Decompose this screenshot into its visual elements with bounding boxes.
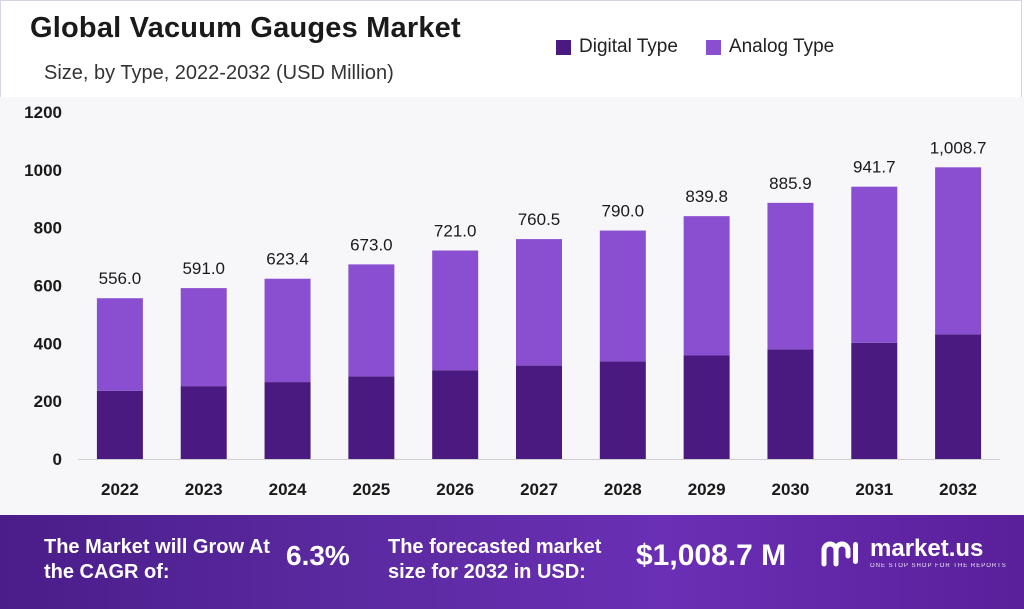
brand-name: market.us bbox=[870, 535, 984, 562]
x-tick-label: 2030 bbox=[772, 480, 810, 499]
bar-analog bbox=[851, 186, 898, 343]
bar-analog bbox=[516, 239, 562, 366]
bar-analog bbox=[767, 202, 814, 350]
chart-subtitle: Size, by Type, 2022-2032 (USD Million) bbox=[44, 62, 394, 84]
legend-item-analog: Analog Type bbox=[705, 36, 835, 58]
bar-total-label: 721.0 bbox=[434, 222, 477, 241]
bar-analog bbox=[348, 264, 395, 377]
x-tick-label: 2023 bbox=[185, 480, 223, 499]
bar-analog bbox=[683, 216, 730, 356]
bar-digital bbox=[348, 376, 395, 459]
forecast-value: $1,008.7 M bbox=[636, 539, 787, 572]
x-tick-label: 2027 bbox=[520, 480, 558, 499]
bar-analog bbox=[180, 288, 227, 387]
bar-total-label: 760.5 bbox=[518, 210, 561, 229]
market-us-logo-icon bbox=[821, 541, 858, 567]
bar-digital bbox=[264, 382, 311, 459]
bar-digital bbox=[599, 361, 646, 459]
y-tick-label: 1200 bbox=[24, 103, 62, 122]
forecast-label: The forecasted market size for 2032 in U… bbox=[388, 536, 602, 583]
x-tick-label: 2026 bbox=[436, 480, 474, 499]
y-tick-label: 200 bbox=[34, 392, 62, 411]
x-tick-label: 2025 bbox=[352, 480, 390, 499]
legend-label-analog: Analog Type bbox=[728, 36, 835, 57]
x-tick-label: 2031 bbox=[855, 480, 893, 499]
bar-analog bbox=[599, 230, 646, 362]
y-tick-label: 800 bbox=[34, 219, 62, 238]
bar-digital bbox=[96, 390, 143, 459]
y-tick-label: 600 bbox=[34, 277, 62, 296]
x-tick-label: 2029 bbox=[688, 480, 726, 499]
bar-digital bbox=[935, 334, 982, 459]
bar-total-label: 673.0 bbox=[350, 235, 393, 254]
bar-analog bbox=[264, 278, 311, 383]
x-tick-label: 2024 bbox=[269, 480, 307, 499]
brand-text: market.us ONE STOP SHOP FOR THE REPORTS bbox=[870, 535, 1007, 570]
bar-total-label: 591.0 bbox=[182, 259, 225, 278]
bar-digital bbox=[432, 370, 479, 459]
cagr-value: 6.3% bbox=[286, 540, 350, 571]
chart-title: Global Vacuum Gauges Market bbox=[30, 12, 461, 44]
brand: market.us ONE STOP SHOP FOR THE REPORTS bbox=[820, 537, 1007, 569]
bar-total-label: 839.8 bbox=[685, 187, 728, 206]
bar-total-label: 885.9 bbox=[769, 174, 812, 193]
bar-total-label: 941.7 bbox=[853, 158, 896, 177]
footer-banner: The Market will Grow At the CAGR of: 6.3… bbox=[0, 515, 1024, 609]
bar-digital bbox=[767, 349, 814, 459]
x-tick-label: 2028 bbox=[604, 480, 642, 499]
bar-analog bbox=[935, 167, 982, 335]
bar-digital bbox=[180, 386, 227, 459]
y-tick-label: 400 bbox=[34, 334, 62, 353]
bar-analog bbox=[432, 250, 479, 371]
y-tick-label: 0 bbox=[53, 450, 62, 469]
bar-total-label: 623.4 bbox=[266, 250, 309, 269]
legend-item-digital: Digital Type bbox=[556, 36, 678, 58]
bar-digital bbox=[516, 365, 562, 459]
cagr-label: The Market will Grow At the CAGR of: bbox=[44, 536, 270, 583]
bar-digital bbox=[851, 342, 898, 459]
y-tick-label: 1000 bbox=[24, 161, 62, 180]
bar-digital bbox=[683, 355, 730, 459]
bar-total-label: 1,008.7 bbox=[930, 138, 987, 157]
bar-total-label: 790.0 bbox=[602, 202, 645, 221]
legend-swatch-digital bbox=[556, 39, 571, 55]
bar-total-label: 556.0 bbox=[99, 269, 142, 288]
chart-legend: Digital Type Analog Type bbox=[556, 36, 834, 58]
x-tick-label: 2022 bbox=[101, 480, 139, 499]
legend-label-digital: Digital Type bbox=[579, 36, 678, 57]
x-tick-label: 2032 bbox=[939, 480, 977, 499]
bar-chart: 0 200 400 600 800 1000 1200 556.0 2022 591.0 2023 6… bbox=[24, 103, 1000, 499]
brand-tagline: ONE STOP SHOP FOR THE REPORTS bbox=[870, 563, 1007, 569]
bar-analog bbox=[96, 298, 143, 391]
legend-swatch-analog bbox=[705, 39, 721, 55]
